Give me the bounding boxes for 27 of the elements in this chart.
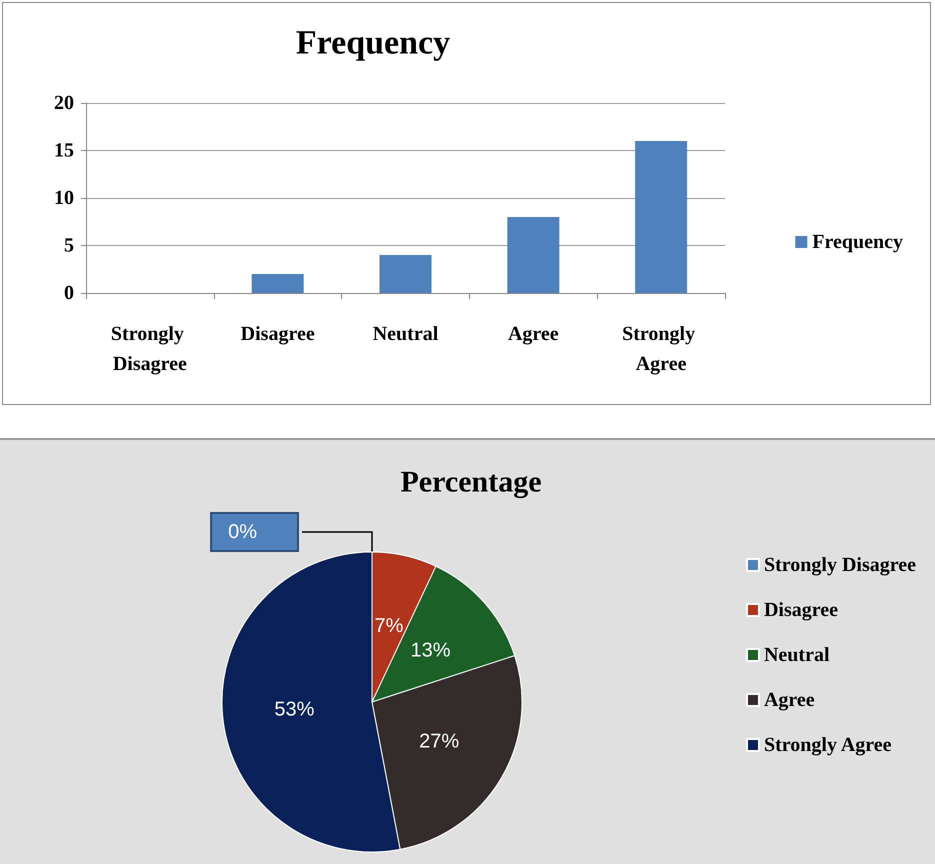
x-tick-label: Strongly Agree: [622, 323, 700, 375]
chart-title: Frequency: [296, 24, 450, 62]
bar: [380, 255, 432, 293]
legend-label: Disagree: [764, 599, 838, 621]
legend-label: Strongly Disagree: [764, 554, 916, 576]
legend-label: Neutral: [764, 644, 830, 666]
bar: [635, 141, 688, 293]
y-tick-label: 20: [54, 92, 74, 114]
x-tick-label: Agree: [508, 323, 559, 345]
data-label: 27%: [419, 730, 460, 753]
x-tick-label: Neutral: [372, 323, 439, 345]
text: 0%: [228, 521, 257, 543]
x-tick-label: Disagree: [240, 323, 315, 345]
chart-title: Percentage: [400, 466, 542, 498]
y-tick-label: 15: [54, 140, 74, 162]
data-label: 7%: [374, 614, 404, 637]
data-label: 53%: [274, 698, 315, 720]
legend-label: Agree: [764, 689, 815, 711]
y-tick-label: 10: [54, 187, 74, 209]
bar: [507, 217, 560, 293]
legend-label: Strongly Agree: [764, 734, 892, 756]
bar: [252, 274, 304, 293]
x-tick-label: Strongly Disagree: [110, 323, 189, 375]
data-label: 13%: [410, 639, 451, 662]
y-tick-label: 0: [64, 282, 74, 304]
y-tick-label: 5: [64, 234, 74, 256]
legend-label: Frequency: [812, 231, 903, 253]
